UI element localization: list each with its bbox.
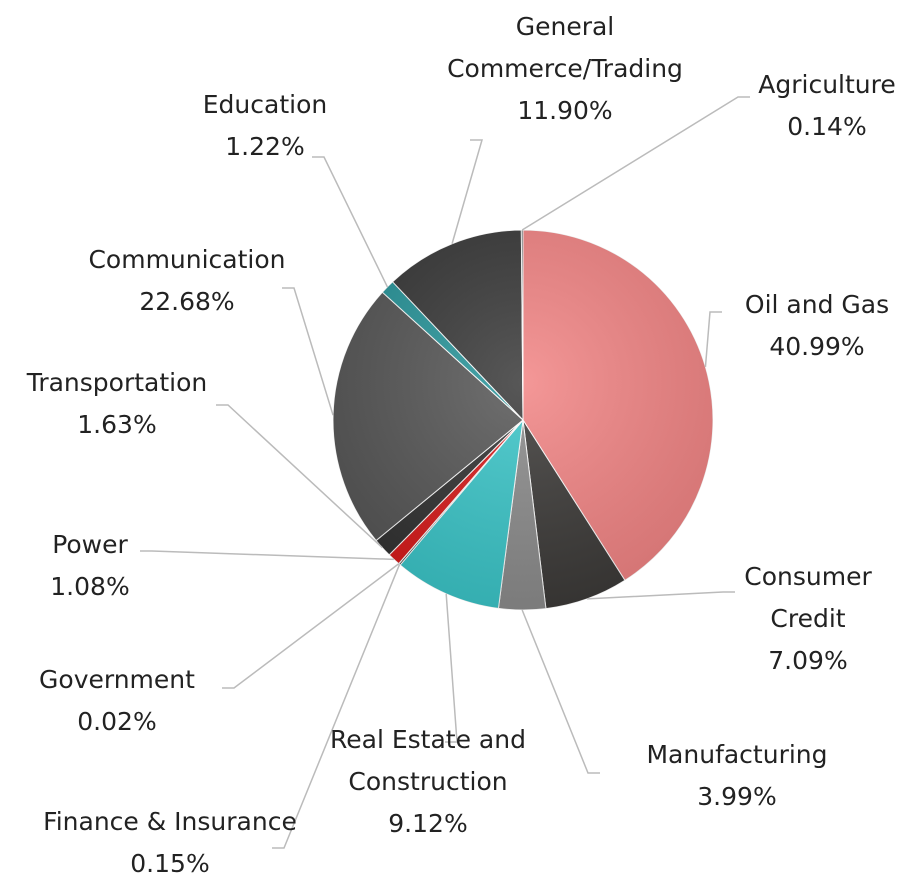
- category-label: Communication: [88, 245, 286, 274]
- data-label: Power 1.08%: [30, 524, 150, 608]
- value-label: 0.15%: [130, 849, 210, 877]
- value-label: 11.90%: [517, 96, 613, 125]
- data-label: Manufacturing 3.99%: [617, 734, 857, 818]
- data-label: Consumer Credit 7.09%: [728, 556, 888, 682]
- data-label: Communication 22.68%: [67, 239, 307, 323]
- value-label: 1.63%: [77, 410, 157, 439]
- leader-line: [521, 609, 600, 774]
- value-label: 7.09%: [768, 646, 848, 675]
- leader-line: [586, 591, 735, 600]
- leader-line: [312, 156, 389, 288]
- category-label: General Commerce/Trading: [447, 12, 683, 83]
- category-label: Agriculture: [758, 70, 896, 99]
- category-label: Finance & Insurance: [43, 807, 297, 836]
- category-label: Consumer Credit: [744, 562, 872, 633]
- value-label: 1.22%: [225, 132, 305, 161]
- category-label: Power: [52, 530, 128, 559]
- data-label: Agriculture 0.14%: [742, 64, 912, 148]
- data-label: General Commerce/Trading 11.90%: [428, 6, 703, 132]
- category-label: Government: [39, 665, 195, 694]
- value-label: 40.99%: [769, 332, 865, 361]
- leader-line: [282, 287, 334, 416]
- value-label: 3.99%: [697, 782, 777, 811]
- data-label: Oil and Gas 40.99%: [717, 284, 912, 368]
- leader-line: [222, 563, 400, 689]
- category-label: Real Estate and Construction: [330, 725, 526, 796]
- leader-line: [704, 311, 722, 367]
- leader-line: [451, 139, 483, 244]
- data-label: Finance & Insurance 0.15%: [20, 801, 320, 877]
- value-label: 0.02%: [77, 707, 157, 736]
- category-label: Education: [202, 90, 328, 119]
- data-label: Education 1.22%: [185, 84, 345, 168]
- category-label: Manufacturing: [646, 740, 828, 769]
- data-label: Real Estate and Construction 9.12%: [308, 719, 548, 845]
- value-label: 0.14%: [787, 112, 867, 141]
- data-label: Transportation 1.63%: [7, 362, 227, 446]
- data-label: Government 0.02%: [17, 659, 217, 743]
- value-label: 22.68%: [139, 287, 235, 316]
- leader-line: [140, 550, 394, 561]
- category-label: Transportation: [26, 368, 208, 397]
- leader-line: [272, 564, 401, 849]
- leader-line: [521, 96, 750, 231]
- value-label: 1.08%: [50, 572, 130, 601]
- value-label: 9.12%: [388, 809, 468, 838]
- leader-line: [445, 593, 458, 743]
- leader-line: [216, 404, 383, 549]
- category-label: Oil and Gas: [744, 290, 890, 319]
